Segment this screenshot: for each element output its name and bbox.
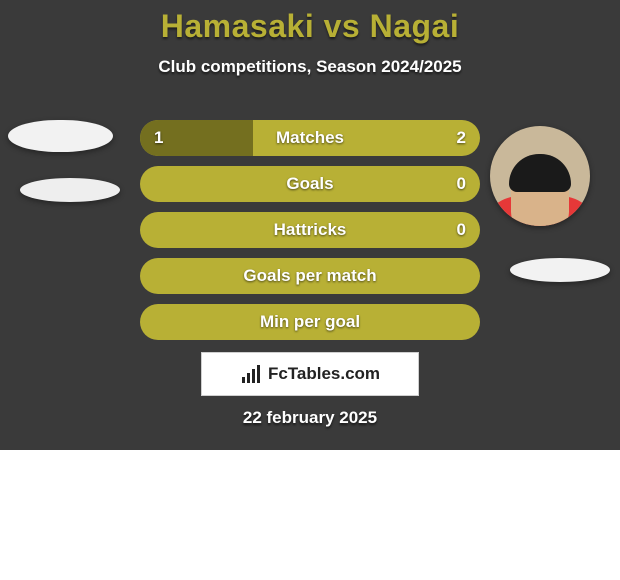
avatar-hair: [509, 154, 571, 192]
stat-label: Min per goal: [140, 304, 480, 340]
stat-row: Goals0: [140, 166, 480, 202]
avatar-face: [511, 160, 569, 226]
player-right-avatar: [490, 126, 590, 226]
stat-value-right: 0: [457, 166, 466, 202]
page-title: Hamasaki vs Nagai: [0, 0, 620, 45]
stat-value-left: 1: [154, 120, 163, 156]
player-left-avatar-placeholder: [8, 120, 113, 152]
comparison-date: 22 february 2025: [0, 408, 620, 428]
stat-value-right: 2: [457, 120, 466, 156]
brand-link[interactable]: FcTables.com: [201, 352, 419, 396]
stat-label: Matches: [140, 120, 480, 156]
stat-row: Goals per match: [140, 258, 480, 294]
player-right-ellipse: [510, 258, 610, 282]
stat-bars: Matches12Goals0Hattricks0Goals per match…: [140, 120, 480, 350]
stat-row: Hattricks0: [140, 212, 480, 248]
stat-row: Min per goal: [140, 304, 480, 340]
player-left-ellipse: [20, 178, 120, 202]
stat-value-right: 0: [457, 212, 466, 248]
bars-icon: [240, 365, 262, 383]
subtitle: Club competitions, Season 2024/2025: [0, 57, 620, 77]
stat-label: Goals: [140, 166, 480, 202]
stat-label: Goals per match: [140, 258, 480, 294]
brand-text: FcTables.com: [268, 364, 380, 384]
stat-label: Hattricks: [140, 212, 480, 248]
stat-row: Matches1 2: [140, 120, 480, 156]
comparison-panel: Hamasaki vs Nagai Club competitions, Sea…: [0, 0, 620, 450]
